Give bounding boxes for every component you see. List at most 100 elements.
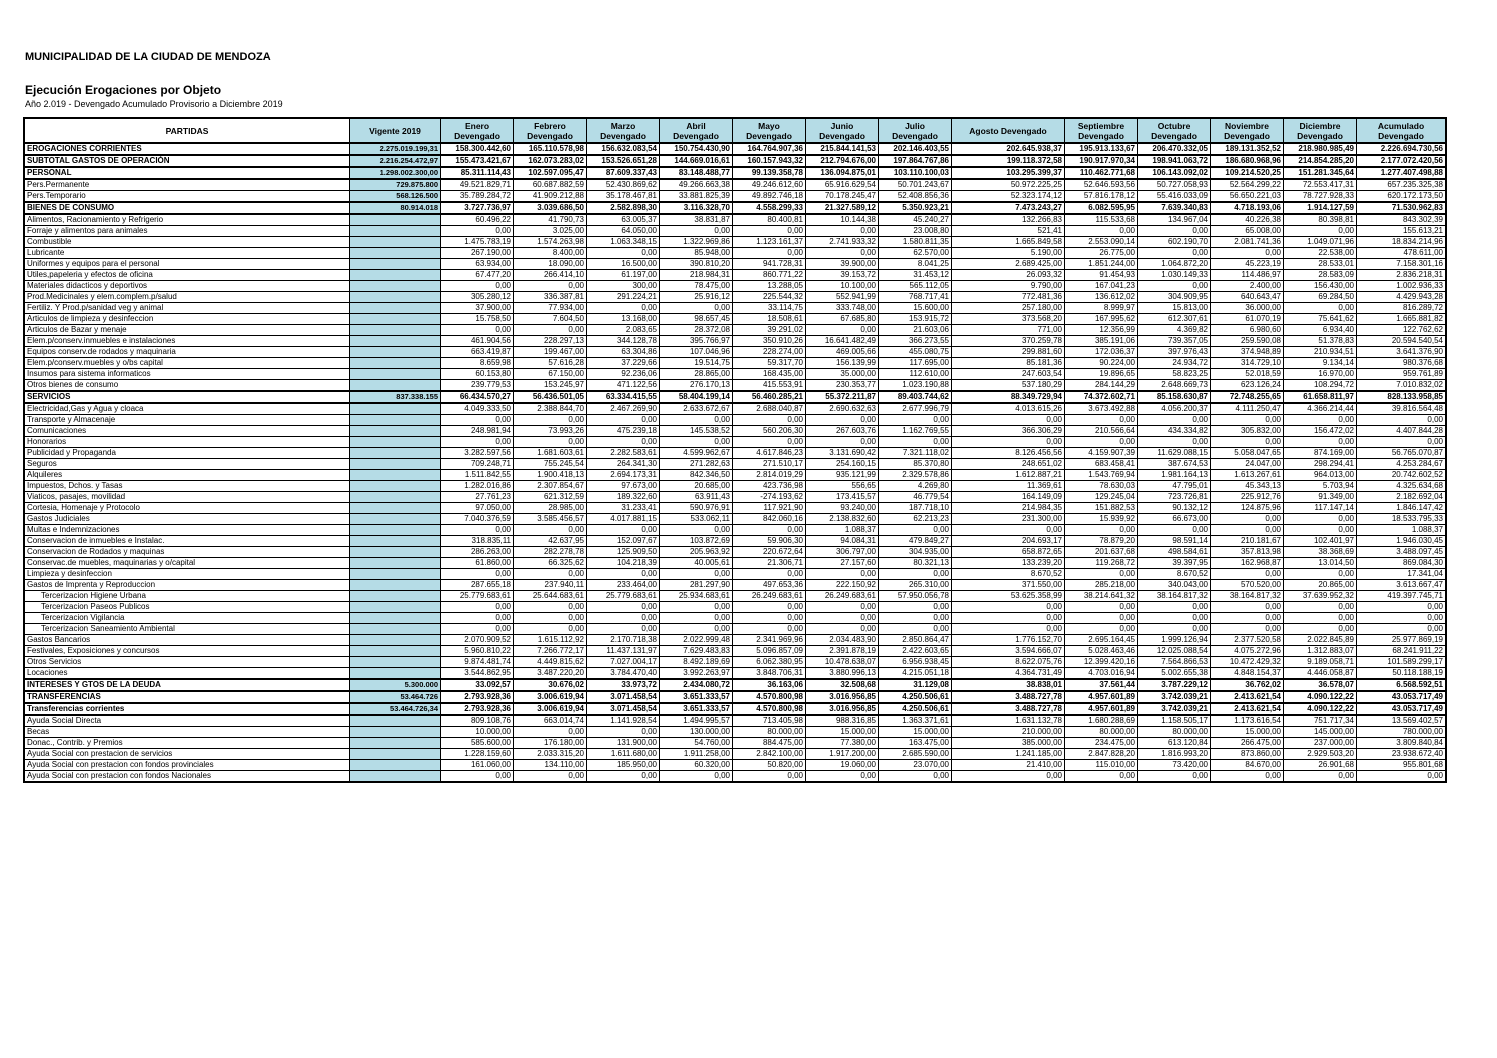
- amount-cell: 68.241.911,22: [1356, 645, 1447, 657]
- vigente-value: [349, 280, 441, 292]
- amount-cell: 136.094.875,01: [805, 166, 879, 180]
- amount-cell: 4.449.815,62: [513, 656, 587, 668]
- amount-cell: 265.310,00: [878, 579, 952, 591]
- amount-cell: 2.677.996,79: [878, 402, 952, 415]
- amount-cell: 941.728,31: [732, 258, 806, 270]
- amount-cell: 62.570,00: [878, 247, 952, 259]
- partida-label: Lubricante: [23, 247, 350, 259]
- amount-cell: 560.206,30: [732, 425, 806, 437]
- amount-cell: 46.779,54: [878, 491, 952, 503]
- amount-cell: 0,00: [1137, 524, 1211, 536]
- partida-label: Ayuda Social con prestacion con fondos p…: [23, 759, 350, 771]
- amount-cell: 54.760,00: [659, 737, 733, 749]
- amount-cell: 3.116.328,70: [659, 201, 733, 215]
- amount-cell: 25.934.683,61: [659, 590, 733, 602]
- amount-cell: 0,00: [440, 524, 514, 536]
- amount-cell: 60.320,00: [659, 759, 733, 771]
- partida-label: Transferencias corrientes: [23, 702, 350, 716]
- amount-cell: 8.041,25: [878, 258, 952, 270]
- amount-cell: 4.013.615,26: [951, 402, 1065, 415]
- table-row: Forraje y alimentos para animales 0,00 3.0…: [23, 225, 1447, 237]
- table-row: Impuestos, Dchos. y Tasas 1.282.016,86 2.3…: [23, 480, 1447, 492]
- table-row: Articulos de Bazar y menaje 0,00 0,00 2.083…: [23, 324, 1447, 336]
- amount-cell: 52.430.869,62: [586, 178, 660, 191]
- amount-cell: 9.134,14: [1283, 357, 1357, 369]
- partida-label: Viaticos, pasajes, movilidad: [23, 491, 350, 503]
- amount-cell: 5.028.463,46: [1064, 645, 1138, 657]
- amount-cell: 980.376,68: [1356, 357, 1447, 369]
- partida-label: Tercerizacion Paseos Publicos: [23, 601, 350, 613]
- partida-label: Combustible: [23, 236, 350, 248]
- partida-label: TRANSFERENCIAS: [23, 690, 350, 704]
- vigente-value: [349, 714, 441, 727]
- amount-cell: 1.475.783,19: [440, 236, 514, 248]
- amount-cell: 129.245,04: [1064, 491, 1138, 503]
- amount-cell: 0,00: [1137, 280, 1211, 292]
- vigente-value: [349, 213, 441, 226]
- column-header-enero: Enero Devengado: [440, 117, 514, 144]
- amount-cell: 2.170.718,38: [586, 634, 660, 646]
- amount-cell: 0,00: [586, 524, 660, 536]
- table-row: Comunicaciones 248.981,94 73.993,26 475.239…: [23, 425, 1447, 437]
- amount-cell: 163.475,00: [878, 737, 952, 749]
- amount-cell: 239.779,53: [440, 379, 514, 392]
- amount-cell: 305.280,12: [440, 291, 514, 303]
- amount-cell: 285.218,00: [1064, 579, 1138, 591]
- table-row: SERVICIOS 837.338.155 66.434.570,27 56.436.…: [23, 390, 1447, 404]
- table-row: Ayuda Social con prestacion con fondos N…: [23, 770, 1447, 783]
- amount-cell: 65.008,00: [1210, 225, 1284, 237]
- amount-cell: 15.000,00: [805, 726, 879, 738]
- amount-cell: 0,00: [513, 324, 587, 336]
- amount-cell: 55.372.211,87: [805, 390, 879, 404]
- amount-cell: 26.093,32: [951, 269, 1065, 281]
- amount-cell: 234.475,00: [1064, 737, 1138, 749]
- amount-cell: 461.904,56: [440, 335, 514, 347]
- amount-cell: 0,00: [878, 414, 952, 426]
- amount-cell: 19.514,75: [659, 357, 733, 369]
- amount-cell: 72.748.255,65: [1210, 390, 1284, 404]
- amount-cell: 2.033.315,20: [513, 748, 587, 760]
- amount-cell: 2.850.864,47: [878, 634, 952, 646]
- amount-cell: 1.030.149,33: [1137, 269, 1211, 281]
- amount-cell: 2.582.898,30: [586, 201, 660, 215]
- amount-cell: 314.729,10: [1210, 357, 1284, 369]
- amount-cell: 176.180,00: [513, 737, 587, 749]
- amount-cell: 92.236,06: [586, 368, 660, 380]
- amount-cell: 186.680.968,96: [1210, 154, 1284, 168]
- amount-cell: 18.090,00: [513, 258, 587, 270]
- amount-cell: 98.657,45: [659, 313, 733, 325]
- amount-cell: 13.569.402,57: [1356, 714, 1447, 727]
- amount-cell: 62.213,23: [878, 513, 952, 525]
- table-row: Fertiliz. Y Prod.p/sanidad veg y animal 3…: [23, 302, 1447, 314]
- table-row: Ayuda Social con prestacion de servicios…: [23, 748, 1447, 760]
- partida-label: Elem.p/conserv.muebles y o/bs capital: [23, 357, 350, 369]
- amount-cell: 0,00: [1064, 524, 1138, 536]
- amount-cell: 0,00: [513, 612, 587, 624]
- amount-cell: 0,00: [440, 436, 514, 448]
- partida-label: Multas e Indemnizaciones: [23, 524, 350, 536]
- amount-cell: 70.178.245,47: [805, 190, 879, 203]
- amount-cell: 1.088,37: [805, 524, 879, 536]
- amount-cell: 0,00: [878, 601, 952, 613]
- amount-cell: 2.034.483,90: [805, 634, 879, 646]
- amount-cell: 21.410,00: [951, 759, 1065, 771]
- amount-cell: 884.475,00: [732, 737, 806, 749]
- amount-cell: 25.779.683,61: [440, 590, 514, 602]
- amount-cell: 3.641.376,90: [1356, 346, 1447, 358]
- amount-cell: 56.765.070,87: [1356, 447, 1447, 459]
- amount-cell: 1.665.849,58: [951, 236, 1065, 248]
- amount-cell: 1.141.928,54: [586, 714, 660, 727]
- amount-cell: 60.687.882,59: [513, 178, 587, 191]
- amount-cell: 0,00: [732, 524, 806, 536]
- table-row: Uniformes y equipos para el personal 63.9…: [23, 258, 1447, 270]
- amount-cell: 0,00: [805, 770, 879, 783]
- vigente-value: [349, 247, 441, 259]
- amount-cell: 52.408.856,36: [878, 190, 952, 203]
- amount-cell: 31.233,41: [586, 502, 660, 514]
- vigente-value: 53.464.726: [349, 690, 441, 704]
- amount-cell: 623.126,24: [1210, 379, 1284, 392]
- amount-cell: 17.341,04: [1356, 568, 1447, 580]
- amount-cell: 1.574.263,98: [513, 236, 587, 248]
- amount-cell: 7.010.832,02: [1356, 379, 1447, 392]
- amount-cell: 0,00: [659, 568, 733, 580]
